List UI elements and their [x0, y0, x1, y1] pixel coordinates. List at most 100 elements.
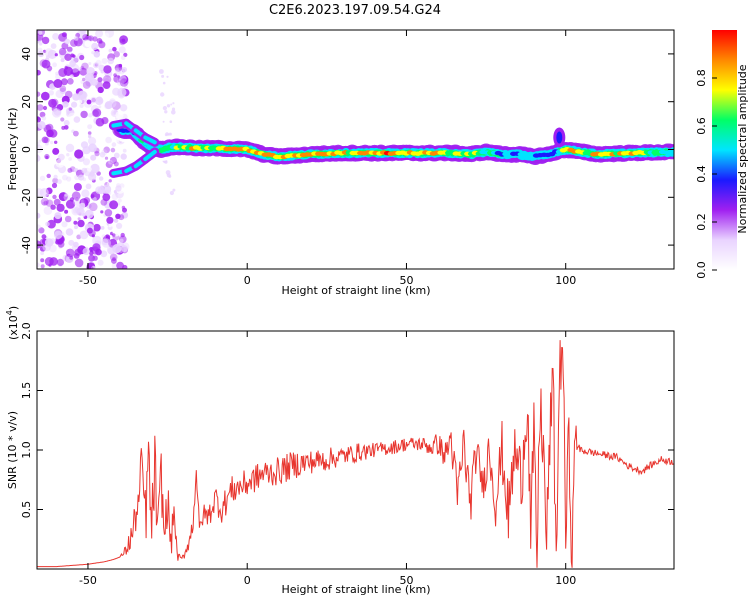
y-tick-label: 40 — [20, 47, 33, 61]
noise-blob — [68, 239, 75, 246]
noise-blob — [116, 261, 124, 269]
noise-blob — [49, 244, 57, 253]
noise-blob — [74, 174, 80, 181]
noise-blob — [52, 147, 60, 155]
noise-blob — [91, 42, 99, 51]
noise-blob — [73, 241, 79, 248]
snr-series-line — [37, 340, 674, 568]
noise-blob — [39, 42, 43, 46]
noise-blob — [64, 193, 68, 197]
noise-blob — [59, 87, 66, 95]
noise-blob — [102, 81, 111, 89]
noise-blob — [50, 43, 57, 49]
noise-blob — [107, 57, 114, 65]
noise-blob — [77, 219, 85, 228]
noise-blob — [72, 208, 79, 214]
noise-blob — [47, 49, 57, 60]
noise-blob — [47, 219, 56, 229]
noise-blob — [43, 49, 47, 54]
noise-blob — [53, 198, 61, 206]
noise-blob — [104, 209, 113, 217]
noise-blob — [115, 69, 121, 76]
noise-blob — [161, 74, 165, 78]
noise-blob — [65, 199, 76, 209]
noise-blob — [109, 37, 113, 42]
noise-blob — [58, 47, 67, 56]
noise-blob — [66, 153, 70, 157]
x-tick-label: -50 — [79, 574, 97, 587]
colorbar: 0.0 0.2 0.4 0.6 0.8 Normalized spectral ampl… — [695, 30, 749, 279]
noise-blob — [54, 140, 58, 144]
noise-blob — [79, 54, 85, 61]
noise-blob — [87, 81, 92, 86]
noise-blob — [87, 131, 92, 135]
noise-blob — [44, 238, 54, 247]
snr-y-label: SNR (10 * v/v) — [6, 411, 19, 489]
noise-blob — [69, 256, 74, 260]
noise-blob — [98, 105, 102, 109]
noise-blob — [48, 90, 54, 96]
noise-blob — [102, 193, 111, 202]
noise-blob — [119, 75, 127, 83]
noise-blob — [51, 108, 62, 118]
noise-blob — [122, 148, 127, 153]
noise-blob — [64, 66, 69, 70]
noise-blob — [101, 58, 108, 64]
noise-blob — [82, 177, 87, 182]
noise-blob — [55, 64, 60, 68]
noise-blob — [37, 212, 41, 219]
noise-blob — [86, 99, 92, 105]
noise-blob — [37, 57, 44, 64]
colorbar-tick-label: 0.6 — [695, 117, 708, 135]
noise-blob — [112, 244, 122, 254]
snr-x-label: Height of straight line (km) — [281, 583, 430, 596]
ridge-core — [666, 149, 674, 155]
noise-blob — [123, 52, 128, 58]
noise-blob — [90, 154, 97, 161]
noise-blob — [97, 86, 104, 94]
noise-blob — [43, 137, 50, 144]
noise-blob — [165, 170, 171, 175]
y-tick-label: 1.5 — [20, 382, 33, 400]
noise-blob — [41, 136, 49, 144]
noise-blob — [109, 253, 118, 262]
noise-blob — [89, 202, 98, 212]
svg-text:(x104): (x104) — [5, 306, 20, 340]
noise-blob — [55, 158, 65, 168]
noise-blob — [64, 38, 71, 45]
noise-blob — [77, 67, 82, 72]
noise-blob — [111, 142, 117, 147]
noise-blob — [41, 36, 50, 45]
noise-blob — [62, 174, 68, 181]
noise-blob — [120, 232, 125, 238]
noise-blob — [78, 174, 85, 181]
snr-y-ticks: 0.5 1.0 1.5 2.0 — [20, 322, 674, 518]
y-tick-label: -40 — [20, 236, 33, 254]
noise-blob — [61, 32, 67, 38]
noise-blob — [117, 198, 122, 203]
noise-blob — [74, 149, 84, 159]
noise-blob — [95, 30, 104, 38]
noise-blob — [119, 38, 126, 46]
noise-blob — [121, 38, 126, 42]
noise-blob — [45, 199, 54, 207]
noise-blob — [113, 152, 120, 159]
noise-blob — [103, 65, 112, 74]
noise-blob — [41, 115, 47, 121]
noise-blob — [41, 91, 50, 101]
noise-blob — [117, 87, 127, 97]
noise-blob — [52, 62, 57, 68]
noise-blob — [160, 92, 165, 97]
noise-blob — [50, 140, 54, 145]
noise-blob — [96, 96, 103, 102]
noise-blob — [61, 42, 69, 50]
noise-blob — [82, 77, 86, 82]
noise-blob — [40, 197, 49, 206]
noise-blob — [100, 69, 105, 74]
noise-blob — [79, 230, 89, 240]
noise-blob — [169, 120, 173, 123]
noise-blob — [110, 147, 116, 153]
noise-blob — [88, 172, 97, 181]
noise-blob — [84, 73, 94, 83]
